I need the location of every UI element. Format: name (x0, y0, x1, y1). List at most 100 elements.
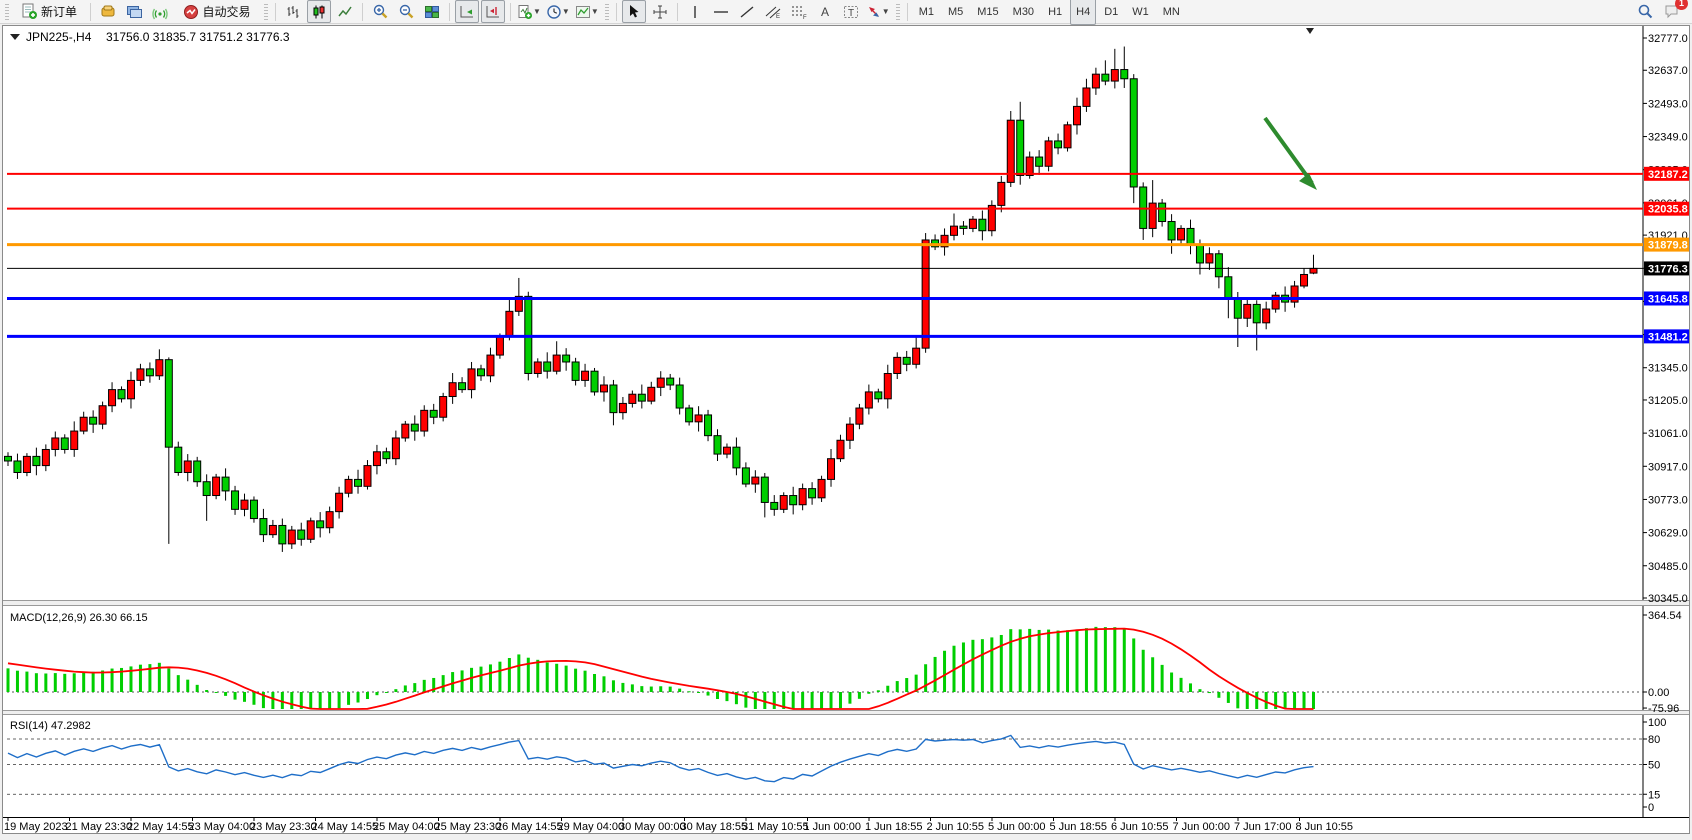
metaeditor-icon (101, 5, 115, 16)
svg-text:25 May 23:30: 25 May 23:30 (435, 821, 502, 833)
toolbar-grip[interactable] (5, 3, 9, 20)
shapes-button[interactable]: ▼ (865, 0, 892, 23)
svg-text:30485.0: 30485.0 (1648, 561, 1688, 573)
auto-scroll-icon (460, 5, 473, 17)
chart-title: JPN225-,H4 31756.0 31835.7 31751.2 31776… (10, 30, 290, 44)
data-window-icon (127, 5, 142, 18)
zoom-in-button[interactable] (368, 0, 392, 23)
tile-windows-button[interactable] (420, 0, 444, 23)
svg-text:15: 15 (1648, 789, 1660, 801)
chart-shift-marker-icon[interactable] (1306, 28, 1314, 34)
svg-text:7 Jun 17:00: 7 Jun 17:00 (1234, 821, 1292, 833)
timeframe-h1-button[interactable]: H1 (1048, 5, 1063, 18)
zoom-in-icon (373, 4, 387, 19)
svg-text:30629.0: 30629.0 (1648, 528, 1688, 540)
svg-text:A: A (821, 5, 829, 19)
text-label-button[interactable]: T (839, 0, 863, 23)
bar-chart-button[interactable] (281, 0, 305, 23)
horizontal-line-icon (713, 10, 728, 13)
shapes-arrows-icon (868, 6, 879, 17)
chart-shift-icon (486, 5, 499, 17)
zoom-out-button[interactable] (394, 0, 418, 23)
cursor-button[interactable] (621, 0, 646, 23)
svg-text:30773.0: 30773.0 (1648, 494, 1688, 506)
new-template-icon (518, 4, 532, 19)
one-click-trading-toggle-icon[interactable] (10, 34, 20, 40)
trendline-button[interactable] (735, 0, 759, 23)
timeframe-m5-button[interactable]: M5 (947, 5, 964, 18)
crosshair-button[interactable] (648, 0, 672, 23)
timeframe-w1-button[interactable]: W1 (1132, 5, 1149, 18)
rsi-layer: 100 80 50 150 (7, 717, 1666, 814)
crosshair-icon (653, 5, 667, 18)
horizontal-line-button[interactable] (709, 0, 733, 23)
svg-text:F: F (803, 15, 807, 20)
clock-icon (547, 4, 561, 19)
tile-windows-icon (425, 5, 439, 18)
svg-text:5 Jun 00:00: 5 Jun 00:00 (988, 821, 1046, 833)
svg-text:32777.0: 32777.0 (1648, 33, 1688, 45)
vertical-line-icon (694, 5, 696, 18)
auto-trading-label: 自动交易 (202, 5, 251, 19)
svg-text:32493.0: 32493.0 (1648, 98, 1688, 110)
indicators-button[interactable]: ▼ (574, 0, 601, 23)
zoom-out-icon (399, 4, 413, 19)
candlestick-chart-button[interactable] (307, 0, 331, 23)
chart-window[interactable]: 364.54 0.00 -75.96 100 80 50 15 0 32777.0 32637… (2, 25, 1690, 834)
macd-indicator-label: MACD(12,26,9) 26.30 66.15 (10, 612, 148, 624)
svg-text:19 May 2023: 19 May 2023 (4, 821, 68, 833)
timeframe-m15-button[interactable]: M15 (977, 5, 999, 18)
periods-button[interactable]: ▼ (545, 0, 572, 23)
annotation-arrow[interactable] (1263, 116, 1317, 190)
data-window-button[interactable] (122, 0, 146, 23)
text-button[interactable]: A (813, 0, 837, 23)
trendline-icon (740, 5, 754, 18)
vertical-line-button[interactable] (683, 0, 707, 23)
svg-text:2 Jun 10:55: 2 Jun 10:55 (927, 821, 985, 833)
svg-text:E: E (776, 14, 780, 20)
indicators-icon (575, 5, 590, 18)
fibonacci-icon: F (791, 6, 807, 20)
svg-text:30345.0: 30345.0 (1648, 593, 1688, 605)
indicators-caret-icon: ▼ (590, 7, 599, 16)
signals-button[interactable] (148, 0, 172, 23)
candlestick-chart-icon (313, 5, 325, 18)
panel-splitter-macd[interactable] (3, 600, 1689, 606)
new-order-label: 新订单 (40, 5, 77, 19)
timeframe-d1-button[interactable]: D1 (1104, 5, 1119, 18)
timeframe-m30-button[interactable]: M30 (1012, 5, 1035, 18)
line-chart-button[interactable] (333, 0, 357, 23)
notifications-button[interactable]: 1 (1659, 0, 1688, 23)
price-axis-area[interactable] (1643, 26, 1689, 817)
search-icon (1638, 4, 1652, 19)
svg-text:23 May 04:00: 23 May 04:00 (189, 821, 256, 833)
timeframe-h4-button[interactable]: H4 (1070, 0, 1097, 25)
timeframe-group: M1 M5 M15 M30 H1 H4 D1 W1 MN (912, 0, 1187, 25)
svg-text:31 May 10:55: 31 May 10:55 (742, 821, 809, 833)
timeframe-m1-button[interactable]: M1 (918, 5, 934, 18)
timeframe-mn-button[interactable]: MN (1162, 5, 1180, 18)
auto-scroll-button[interactable] (455, 0, 479, 23)
periods-caret-icon: ▼ (561, 7, 570, 16)
channel-icon: E (765, 6, 781, 20)
new-order-button[interactable]: 新订单 (13, 0, 85, 23)
new-template-button[interactable]: ▼ (516, 0, 543, 23)
svg-text:T: T (848, 8, 854, 19)
svg-text:32637.0: 32637.0 (1648, 65, 1688, 77)
horizontal-lines-layer[interactable] (7, 172, 1643, 338)
svg-text:21 May 23:30: 21 May 23:30 (66, 821, 133, 833)
auto-trading-button[interactable]: 自动交易 (174, 0, 260, 23)
svg-text:1 Jun 18:55: 1 Jun 18:55 (865, 821, 923, 833)
ohlc-values-label: 31756.0 31835.7 31751.2 31776.3 (106, 30, 290, 44)
symbol-period-label: JPN225-,H4 (26, 30, 92, 44)
svg-text:5 Jun 18:55: 5 Jun 18:55 (1050, 821, 1108, 833)
channel-button[interactable]: E (761, 0, 785, 23)
metaeditor-button[interactable] (96, 0, 120, 23)
chart-shift-button[interactable] (481, 0, 505, 23)
svg-text:1 Jun 00:00: 1 Jun 00:00 (804, 821, 862, 833)
panel-splitter-rsi[interactable] (3, 710, 1689, 715)
search-button[interactable] (1633, 0, 1657, 23)
chart-canvas[interactable]: 364.54 0.00 -75.96 100 80 50 150 32777.0 32637… (2, 25, 1690, 834)
fibonacci-button[interactable]: F (787, 0, 811, 23)
